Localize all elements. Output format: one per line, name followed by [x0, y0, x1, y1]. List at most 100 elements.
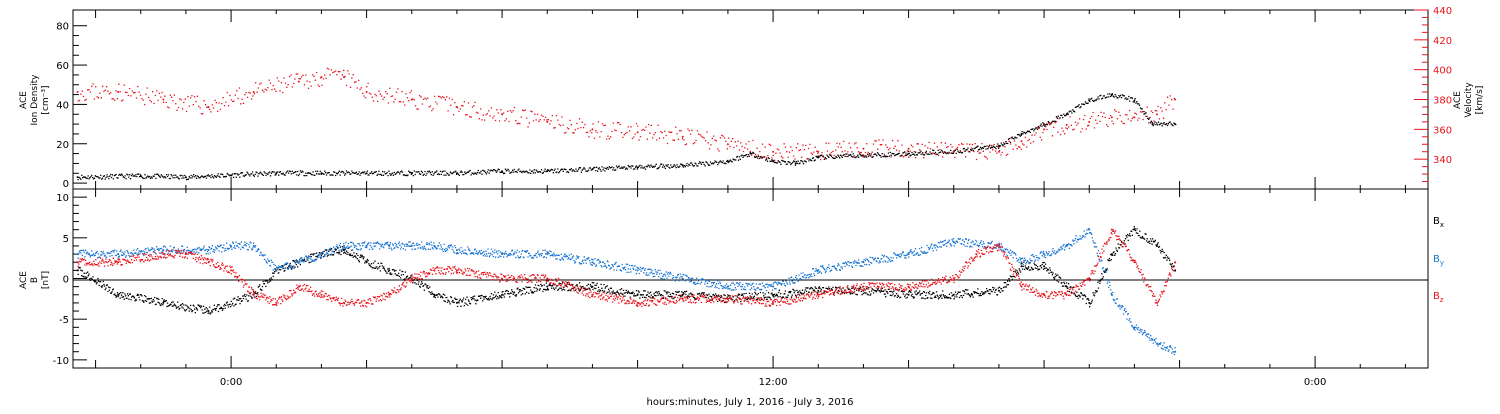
bz-series-data-point — [207, 261, 210, 264]
field-component-legend: Bx By Bz — [1433, 216, 1444, 304]
bz-series-data-point — [1174, 261, 1177, 264]
legend-bx-series: Bx — [1433, 216, 1444, 229]
bx-series-data-point — [1133, 228, 1136, 231]
ion-density-series-data-point — [139, 175, 142, 178]
ion-density-series-data-point — [681, 164, 684, 167]
time-tick-label: 0:00 — [1304, 377, 1326, 388]
velocity-series-data-point — [252, 91, 255, 94]
bx-series-data-point — [1020, 265, 1023, 268]
bx-series-data-point — [907, 293, 910, 296]
bx-series-data-point — [1110, 253, 1113, 256]
velocity-tick-label: 400 — [1433, 66, 1452, 77]
by-series-data-point — [952, 240, 955, 243]
by-series-data-point — [275, 269, 278, 272]
by-series-data-point — [1065, 244, 1068, 247]
bx-series-data-point — [591, 285, 594, 288]
bz-series-data-point — [433, 269, 436, 272]
bz-series-data-point — [726, 297, 729, 300]
ion-density-series-data-point — [591, 168, 594, 171]
bz-series — [76, 228, 1177, 308]
velocity-axis-label-line1: ACE — [1453, 91, 1463, 109]
by-series-data-point — [546, 253, 549, 256]
velocity-series-data-point — [410, 98, 413, 101]
bottom-panel-frame — [72, 188, 1429, 369]
ion-density-series-data-point — [501, 170, 504, 173]
bz-series-data-point — [1110, 228, 1113, 231]
velocity-series-data-point — [455, 105, 458, 108]
top-panel: 0 20 40 60 80 340 360 380 400 420 440 ACE Ion Den… — [19, 6, 1485, 190]
by-series-data-point — [320, 253, 323, 256]
by-series-data-point — [1174, 350, 1177, 353]
bz-series-data-point — [320, 293, 323, 296]
density-axis-label-line1: ACE — [19, 91, 29, 109]
by-series-data-point — [410, 244, 413, 247]
ion-density-series-data-point — [907, 152, 910, 155]
velocity-series-data-point — [997, 150, 1000, 153]
by-series-data-point — [76, 253, 79, 256]
velocity-series-data-point — [1020, 140, 1023, 143]
velocity-series — [76, 67, 1177, 161]
bz-series-data-point — [997, 244, 1000, 247]
velocity-tick-label: 380 — [1433, 96, 1452, 107]
bz-series-data-point — [455, 269, 458, 272]
bx-series-data-point — [1156, 244, 1158, 247]
velocity-tick-label: 440 — [1433, 6, 1452, 17]
velocity-series-data-point — [636, 131, 639, 134]
ion-density-series-data-point — [817, 156, 820, 159]
bz-series-data-point — [501, 277, 504, 280]
ion-density-series-data-point — [275, 172, 278, 175]
velocity-series-data-point — [297, 80, 300, 83]
by-series-data-point — [388, 244, 391, 247]
by-series-data-point — [1043, 253, 1046, 256]
by-series-data-point — [907, 253, 910, 256]
by-series-data-point — [297, 261, 300, 264]
bz-series-data-point — [952, 277, 955, 280]
velocity-series-data-point — [817, 150, 820, 153]
time-tick-label: 12:00 — [759, 377, 788, 388]
by-series-data-point — [501, 253, 504, 256]
bx-series-data-point — [501, 293, 504, 296]
bx-series-data-point — [1043, 265, 1046, 268]
bz-series-data-point — [275, 301, 278, 304]
time-axis: 0:00 12:00 0:00 — [95, 10, 1406, 388]
velocity-series-data-point — [591, 128, 594, 131]
ion-density-series-data-point — [1110, 93, 1113, 96]
ion-density-series-data-point — [1088, 99, 1091, 102]
by-series-data-point — [817, 269, 820, 272]
velocity-series-data-point — [681, 135, 684, 138]
density-tick-label: 80 — [56, 22, 69, 33]
bottom-panel-series — [76, 226, 1177, 356]
bx-series-data-point — [997, 289, 1000, 292]
velocity-tick-label: 420 — [1433, 36, 1452, 47]
bx-series-data-point — [1065, 285, 1068, 288]
bx-series-data-point — [1088, 301, 1091, 304]
by-series-data-point — [117, 253, 120, 256]
velocity-series-data-point — [343, 76, 345, 79]
bz-series-data-point — [975, 253, 978, 256]
by-series-data-point — [230, 244, 233, 247]
velocity-series-data-point — [1133, 116, 1136, 119]
by-series-data-point — [1156, 342, 1158, 345]
time-tick-label: 0:00 — [220, 377, 242, 388]
bz-series-data-point — [410, 277, 413, 280]
velocity-series-data-point — [1065, 123, 1068, 126]
ion-density-series-data-point — [76, 176, 79, 179]
bx-series-data-point — [952, 293, 955, 296]
ion-density-series-data-point — [749, 152, 752, 155]
bz-series-data-point — [1088, 277, 1091, 280]
bz-series-data-point — [365, 301, 368, 304]
bx-series-data-point — [817, 289, 820, 292]
bz-series-data-point — [636, 301, 639, 304]
by-series-data-point — [1020, 261, 1023, 264]
velocity-axis-ticks: 340 360 380 400 420 440 — [1414, 6, 1452, 183]
field-tick-label: 0 — [63, 275, 69, 286]
bz-series-data-point — [184, 253, 187, 256]
bz-series-data-point — [162, 253, 165, 256]
by-series-data-point — [636, 269, 639, 272]
density-axis-label-line3: [cm⁻³] — [41, 85, 51, 114]
bz-series-data-point — [1043, 293, 1046, 296]
velocity-series-data-point — [907, 147, 910, 150]
ion-density-series-data-point — [772, 160, 775, 163]
velocity-series-data-point — [162, 98, 165, 101]
field-axis-ticks: -10 -5 0 5 10 — [53, 193, 87, 367]
